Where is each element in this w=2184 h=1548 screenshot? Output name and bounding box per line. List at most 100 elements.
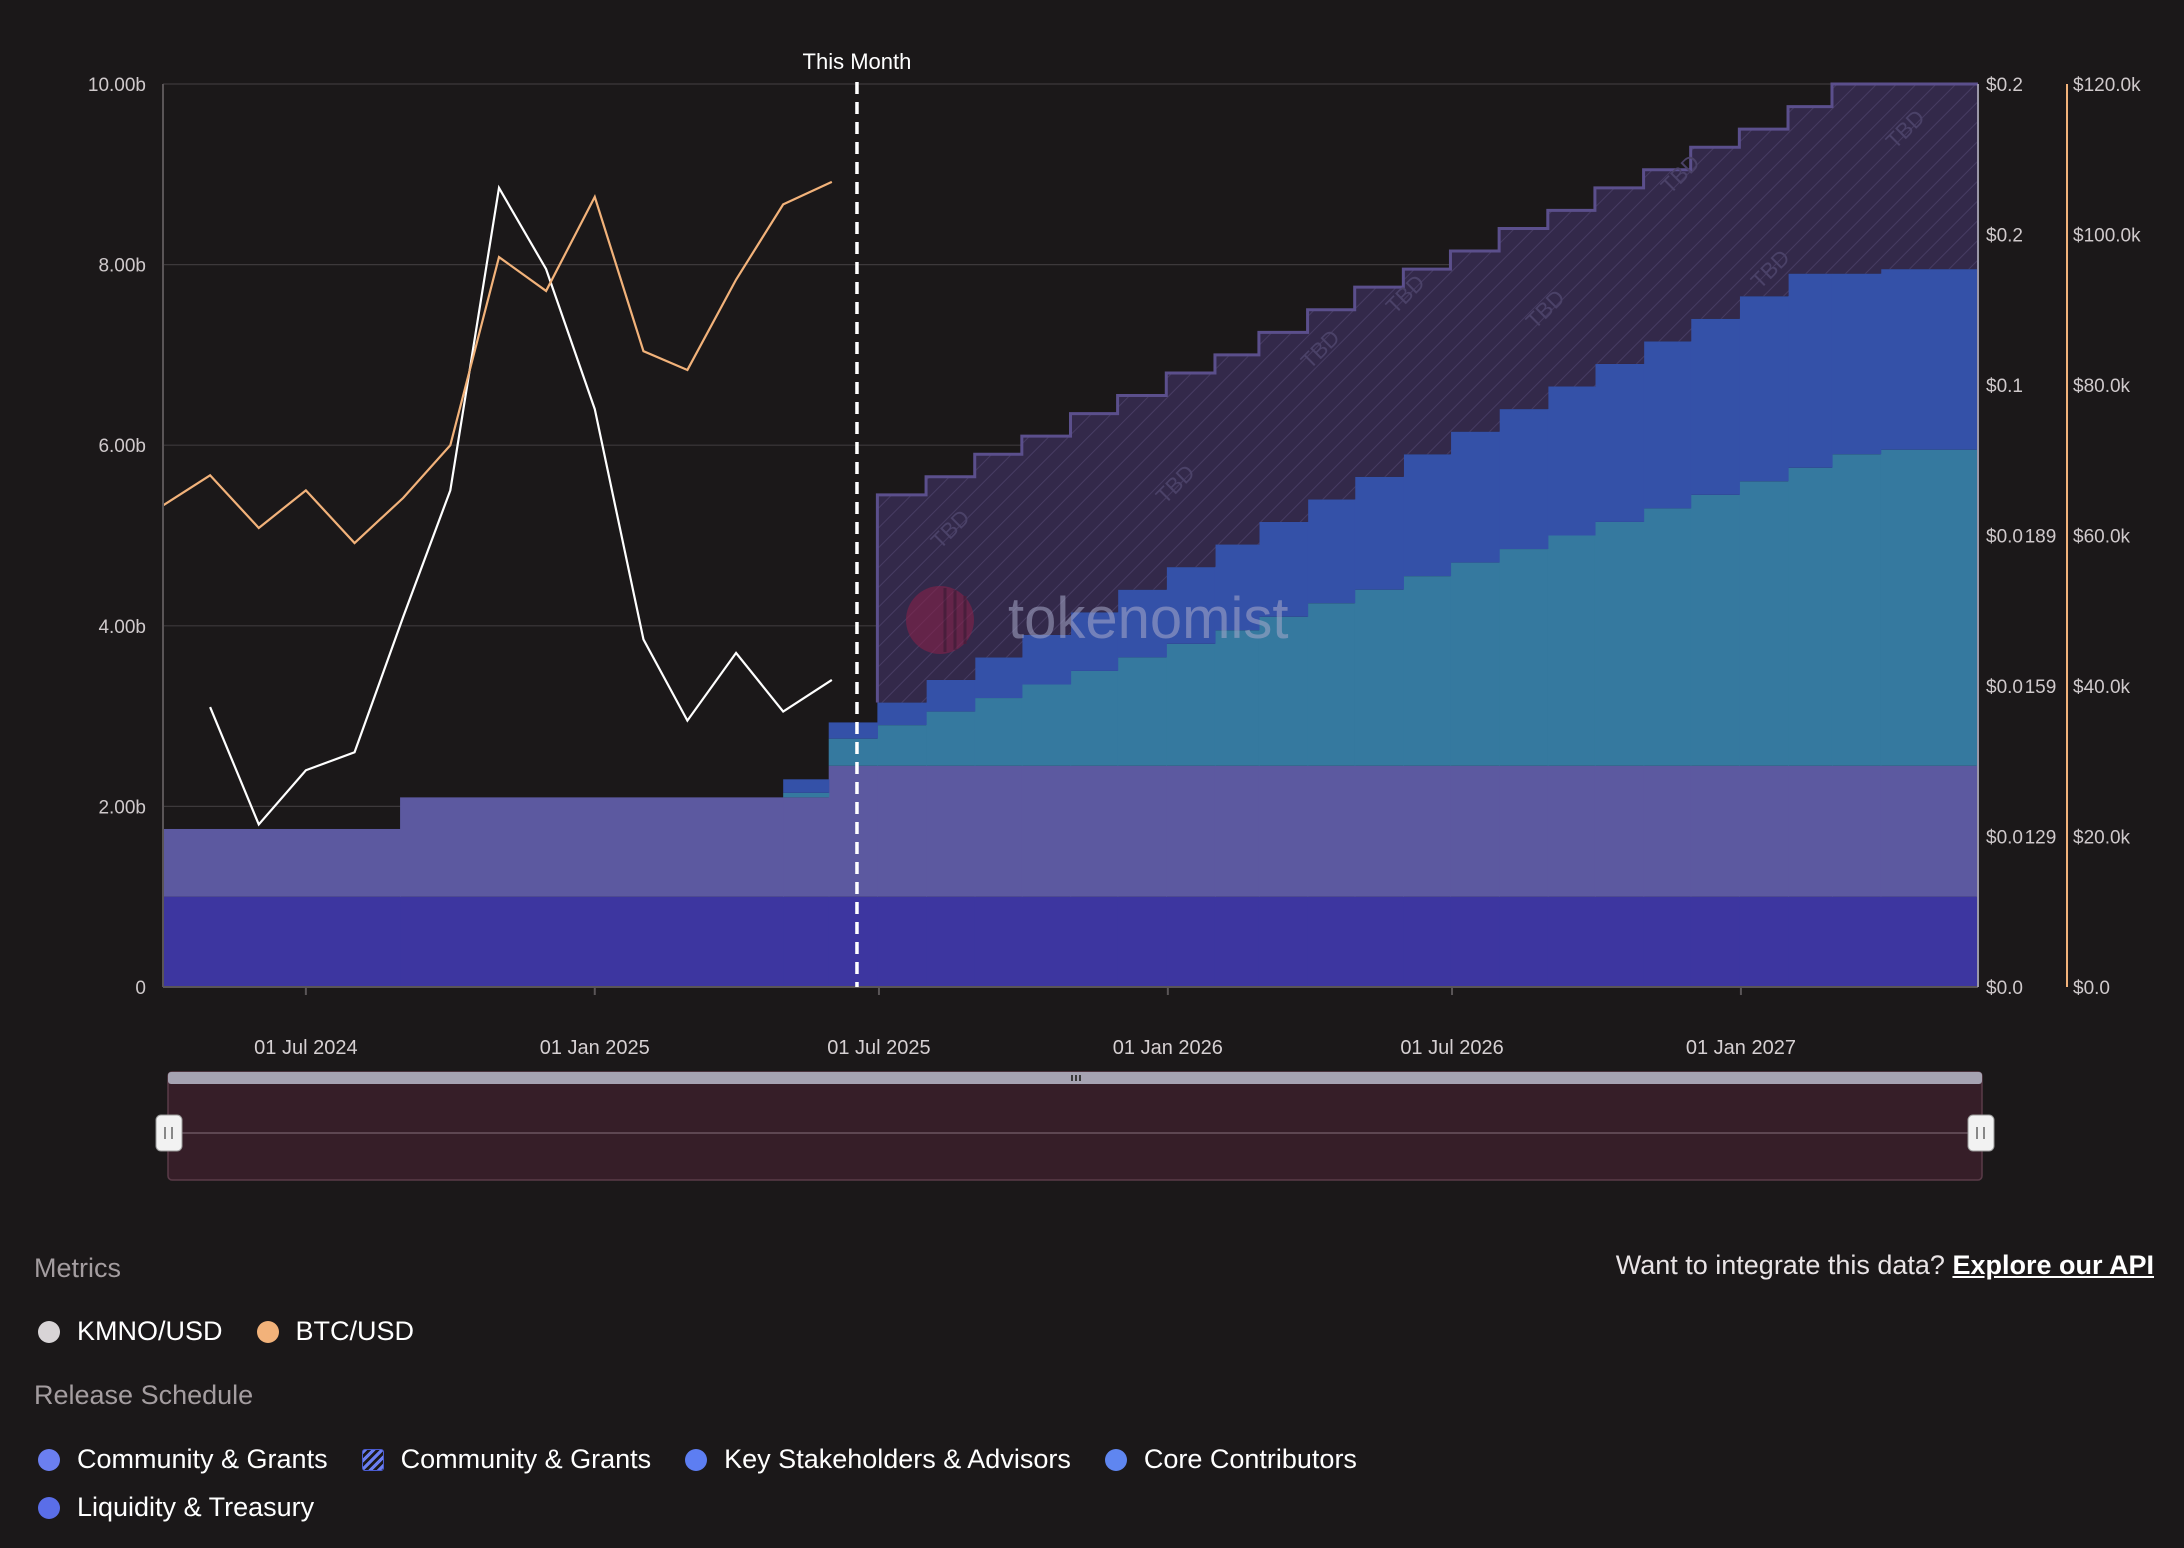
y-mid-tick-label: $0.2: [1986, 75, 2023, 96]
area-segment: [1739, 129, 1789, 297]
area-segment: [1354, 287, 1404, 477]
area-segment: [1166, 765, 1216, 897]
area-segment: [1450, 431, 1500, 563]
y-left-tick-label: 2.00b: [98, 797, 146, 818]
area-segment: [1547, 386, 1596, 536]
area-segment: [1117, 896, 1167, 987]
area-segment: [1831, 454, 1882, 766]
area-segment: [877, 765, 927, 897]
legend-item[interactable]: KMNO/USD: [38, 1316, 223, 1347]
area-segment: [1690, 765, 1740, 897]
area-segment: [1166, 372, 1216, 568]
area-segment: [1788, 765, 1833, 897]
metrics-title: Metrics: [34, 1253, 121, 1283]
legend-item[interactable]: Core Contributors: [1104, 1444, 1357, 1475]
legend-dot-icon: [38, 1320, 60, 1343]
area-segment: [1643, 169, 1692, 342]
legend-dot-icon: [685, 1448, 708, 1471]
area-segment: [1070, 896, 1119, 987]
area-segment: [1788, 106, 1833, 274]
area-segment: [926, 896, 976, 987]
area-segment: [1594, 521, 1645, 766]
area-segment: [926, 765, 976, 897]
area-segment: [1690, 494, 1740, 766]
area-segment: [1021, 765, 1072, 897]
area-segment: [1354, 476, 1404, 590]
area-segment: [1214, 630, 1260, 766]
area-segment: [1831, 84, 1882, 274]
legend-dot-icon: [1104, 1448, 1127, 1471]
y-right-tick-label: $40.0k: [2073, 677, 2131, 698]
area-segment: [1739, 896, 1789, 987]
area-segment: [1214, 896, 1260, 987]
area-segment: [1880, 449, 1978, 766]
area-segment: [1307, 309, 1356, 500]
tbd-outline: [875, 82, 1978, 703]
area-segment: [1739, 296, 1789, 482]
area-segment: [1117, 657, 1167, 766]
area-segment: [1880, 84, 1978, 270]
navigator-right-handle[interactable]: [1967, 1114, 1995, 1152]
y-right-tick-label: $0.0: [2073, 978, 2110, 999]
y-left-tick-label: 4.00b: [98, 617, 146, 638]
area-segment: [974, 896, 1023, 987]
area-segment: [877, 702, 927, 726]
price-lines: [162, 180, 833, 827]
area-segment: [1258, 765, 1309, 897]
y-mid-tick-label: $0.0 189: [1986, 527, 2056, 548]
area-segment: [1690, 318, 1740, 495]
legend-item[interactable]: Community & Grants: [38, 1444, 328, 1475]
x-tick-label: 01 Jan 2025: [540, 1037, 650, 1059]
area-segment: [1450, 896, 1500, 987]
legend-item[interactable]: Community & Grants: [361, 1444, 651, 1475]
area-segment: [1499, 765, 1549, 897]
area-segment: [1499, 228, 1549, 410]
area-segment: [1594, 187, 1645, 364]
legend-label: KMNO/USD: [77, 1316, 223, 1346]
area-segment: [828, 896, 878, 987]
area-segment: [1214, 544, 1260, 631]
area-segment: [1788, 896, 1833, 987]
y-mid-tick-label: $0.0 129: [1986, 828, 2056, 849]
kmno-usd-line: [209, 184, 833, 827]
area-segment: [783, 779, 830, 793]
area-segment: [400, 797, 784, 897]
area-segment: [1690, 896, 1740, 987]
watermark: tokenomist: [906, 586, 1288, 654]
area-segment: [1403, 576, 1452, 766]
area-segment: [1831, 896, 1882, 987]
area-segment: [1354, 765, 1404, 897]
watermark-text: tokenomist: [1008, 586, 1288, 651]
area-segment: [1547, 535, 1596, 766]
legend-item[interactable]: Key Stakeholders & Advisors: [685, 1444, 1071, 1475]
area-segment: [828, 738, 878, 766]
area-segment: [1788, 273, 1833, 468]
legend-label: Community & Grants: [77, 1444, 328, 1474]
area-segment: [1788, 467, 1833, 766]
legend-item[interactable]: BTC/USD: [256, 1316, 414, 1347]
legend-dot-icon: [256, 1320, 279, 1343]
y-mid-tick-label: $0.0 159: [1986, 677, 2056, 698]
legend-item[interactable]: Liquidity & Treasury: [38, 1492, 314, 1523]
legend-dot-icon: [38, 1448, 60, 1471]
area-segment: [1117, 765, 1167, 897]
area-segment: [1403, 896, 1452, 987]
area-segment: [783, 792, 830, 798]
y-left-tick-label: 0: [135, 978, 146, 999]
area-segment: [1499, 896, 1549, 987]
legend-hatch-swatch-icon: [361, 1448, 384, 1471]
area-segment: [1117, 395, 1167, 590]
area-segment: [1354, 896, 1404, 987]
area-segment: [163, 828, 401, 897]
y-mid-tick-label: $0.2: [1986, 226, 2023, 247]
api-promo: Want to integrate this data? Explore our…: [1616, 1250, 2154, 1281]
area-segment: [1070, 765, 1119, 897]
navigator-left-handle[interactable]: [155, 1114, 183, 1152]
y-left-tick-label: 6.00b: [98, 436, 146, 457]
range-navigator[interactable]: [155, 1071, 1995, 1181]
area-segment: [1021, 634, 1072, 685]
explore-api-link[interactable]: Explore our API: [1952, 1250, 2154, 1280]
area-segment: [926, 711, 976, 766]
navigator-scroll-grip-icon: [1071, 1075, 1081, 1081]
